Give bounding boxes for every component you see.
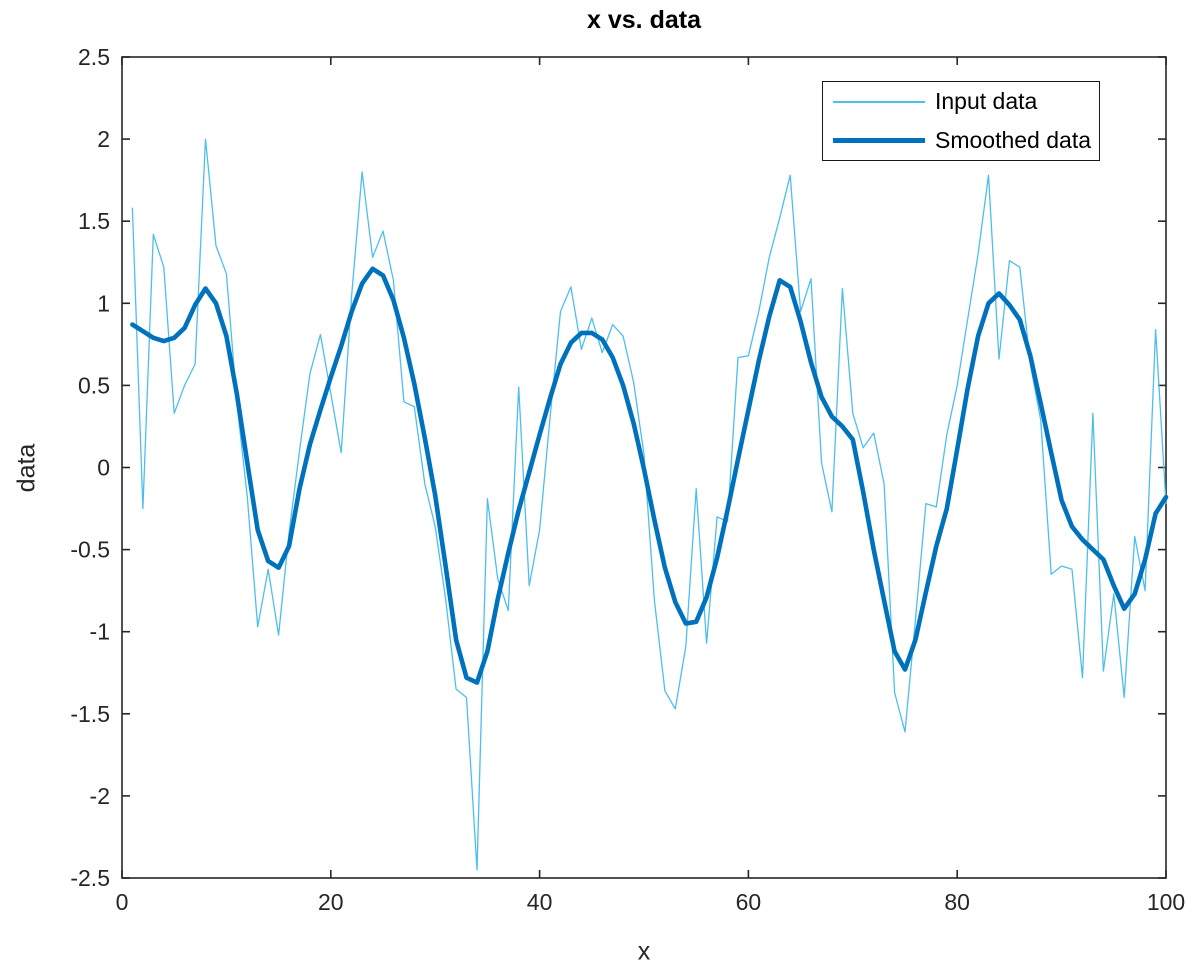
y-axis-label: data	[12, 443, 41, 493]
legend-item-input-data: Input data	[823, 83, 1099, 121]
legend-label: Smoothed data	[935, 126, 1092, 153]
smoothed-data-line-sample	[833, 137, 925, 143]
input-data-line-sample	[833, 100, 925, 103]
y-tick-label: 1	[97, 290, 110, 316]
x-tick-label: 100	[1147, 889, 1185, 915]
y-tick-label: 2	[97, 126, 110, 152]
y-tick-label: -1.5	[70, 701, 110, 727]
x-tick-label: 60	[736, 889, 762, 915]
legend-item-smoothed-data: Smoothed data	[823, 121, 1099, 159]
smoothed-data-line	[130, 266, 1169, 685]
plot-title: x vs. data	[587, 6, 701, 34]
y-tick-label: -2	[90, 783, 110, 809]
x-tick-label: 20	[318, 889, 344, 915]
y-tick-label: 0	[97, 455, 110, 481]
x-tick-label: 0	[116, 889, 129, 915]
y-tick-label: 1.5	[78, 208, 110, 234]
input-data-line	[131, 138, 1167, 871]
x-tick-label: 40	[527, 889, 553, 915]
legend-label: Input data	[935, 88, 1038, 115]
y-tick-label: -2.5	[70, 865, 110, 891]
x-tick-label: 80	[944, 889, 970, 915]
y-tick-label: 0.5	[78, 372, 110, 398]
legend-box: Input data Smoothed data	[822, 81, 1100, 161]
y-tick-label: 2.5	[78, 44, 110, 70]
x-axis-label: x	[637, 937, 651, 966]
y-tick-label: -1	[90, 619, 110, 645]
y-tick-label: -0.5	[70, 537, 110, 563]
